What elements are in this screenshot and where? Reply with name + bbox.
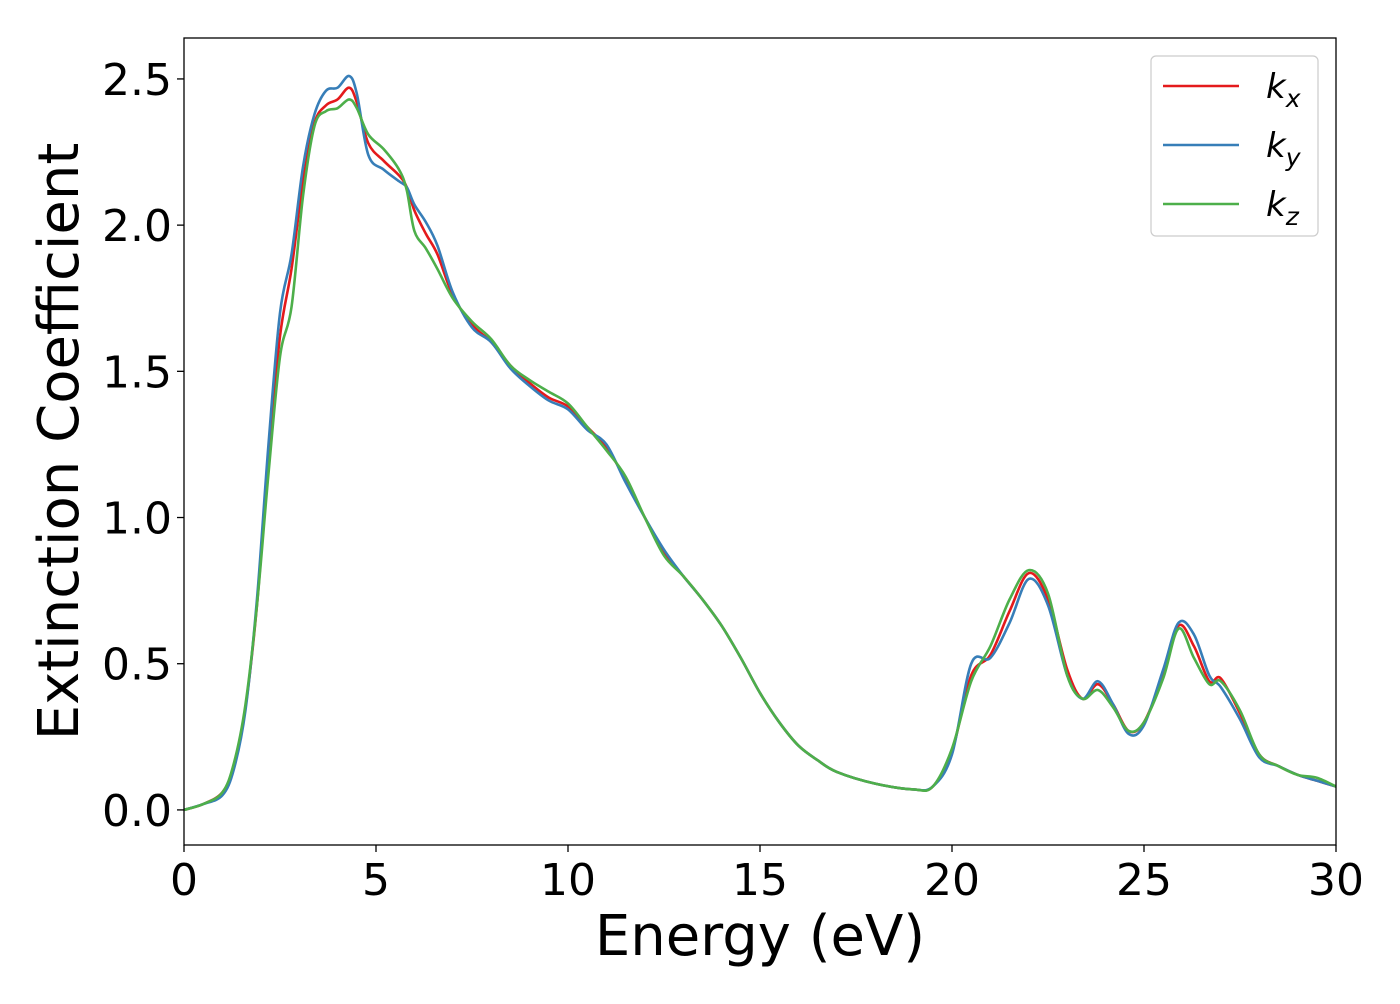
y-tick-label: 2.5 [102,55,172,106]
x-tick-label: 5 [362,855,390,906]
series-line-k-y [184,74,1336,812]
y-tick-label: 2.0 [102,201,172,252]
ticks-layer: 0 5 10 15 20 25 30 0.0 0.5 1.0 1.5 2.0 2.5 [102,55,1364,906]
x-tick-label: 0 [170,855,198,906]
x-tick-label: 10 [540,855,596,906]
legend-label-k-x: kx [1266,67,1301,113]
x-tick-label: 30 [1308,855,1364,906]
x-tick-label: 20 [924,855,980,906]
series-line-k-z [184,98,1336,812]
x-axis-title: Energy (eV) [595,904,925,969]
x-tick-label: 15 [732,855,788,906]
y-tick-label: 0.5 [102,640,172,691]
x-tick-label: 25 [1116,855,1172,906]
y-axis-title: Extinction Coefficient [27,143,92,741]
series-layer [184,74,1336,812]
y-tick-label: 1.0 [102,494,172,545]
y-tick-label: 1.5 [102,347,172,398]
y-tick-label: 0.0 [102,786,172,837]
